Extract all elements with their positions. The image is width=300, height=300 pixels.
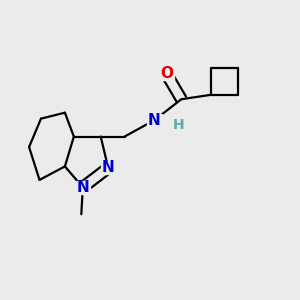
- Text: O: O: [160, 66, 173, 81]
- FancyBboxPatch shape: [159, 68, 174, 80]
- Text: N: N: [148, 112, 161, 128]
- FancyBboxPatch shape: [172, 119, 184, 130]
- FancyBboxPatch shape: [147, 114, 162, 126]
- Text: H: H: [172, 118, 184, 132]
- FancyBboxPatch shape: [76, 181, 90, 194]
- FancyBboxPatch shape: [101, 162, 116, 174]
- Text: N: N: [76, 180, 89, 195]
- Text: N: N: [102, 160, 115, 175]
